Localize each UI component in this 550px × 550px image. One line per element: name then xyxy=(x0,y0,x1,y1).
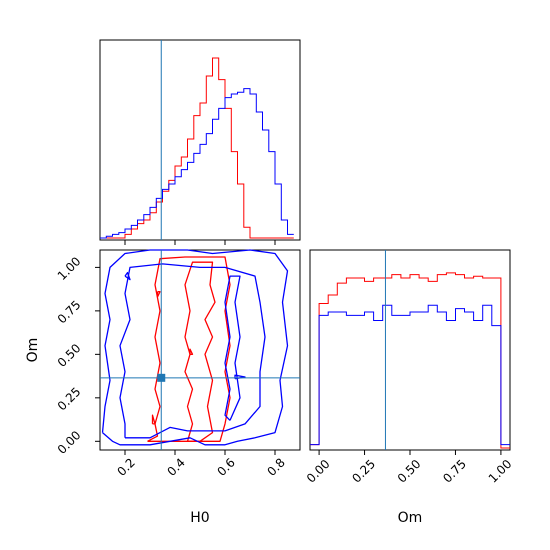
om-x-tick-label-3: 0.75 xyxy=(440,457,469,486)
om-marginal-frame xyxy=(309,249,511,451)
joint-contour-panel: 0.2 0.4 0.6 0.8 0.00 0.25 0.50 0.75 1.00 xyxy=(55,249,301,479)
joint-y-tick-label-0: 0.00 xyxy=(55,428,84,457)
contour-red-3 xyxy=(156,291,161,298)
h0-histogram-red xyxy=(100,57,294,239)
joint-x-tick-label-0: 0.2 xyxy=(114,455,137,478)
om-x-tick-label-2: 0.50 xyxy=(395,457,424,486)
joint-y-tick-label-1: 0.25 xyxy=(55,385,84,414)
om-histogram-blue xyxy=(310,304,510,446)
joint-y-tick-label-3: 0.75 xyxy=(55,298,84,327)
joint-x-tick-label-2: 0.6 xyxy=(214,455,237,478)
x-axis-label-h0: H0 xyxy=(190,510,209,526)
contour-blue-6 xyxy=(119,263,266,439)
contour-red-4 xyxy=(189,348,194,355)
joint-x-tick-label-3: 0.8 xyxy=(264,455,287,478)
h0-marginal-panel xyxy=(99,39,301,245)
om-x-tick-label-1: 0.25 xyxy=(349,457,378,486)
joint-truth-marker xyxy=(157,373,166,382)
om-histogram-red xyxy=(310,272,510,449)
h0-histogram-blue xyxy=(100,88,294,239)
contour-blue-8 xyxy=(124,271,131,281)
joint-y-tick-label-4: 1.00 xyxy=(55,254,84,283)
y-axis-label-om: Om xyxy=(25,338,41,363)
contour-blue-5 xyxy=(101,249,289,446)
joint-x-tick-label-1: 0.4 xyxy=(164,455,187,478)
contour-red-0 xyxy=(147,256,231,442)
joint-y-tick-label-2: 0.50 xyxy=(55,341,84,370)
h0-marginal-frame xyxy=(99,39,301,241)
contour-red-2 xyxy=(151,414,156,425)
om-x-tick-label-4: 1.00 xyxy=(486,457,515,486)
joint-frame xyxy=(99,249,301,451)
om-x-tick-label-0: 0.00 xyxy=(304,457,333,486)
contour-red-1 xyxy=(184,261,216,442)
contour-blue-7 xyxy=(224,275,241,421)
om-marginal-panel: 0.00 0.25 0.50 0.75 1.00 xyxy=(304,249,515,486)
x-axis-label-om: Om xyxy=(398,510,423,526)
